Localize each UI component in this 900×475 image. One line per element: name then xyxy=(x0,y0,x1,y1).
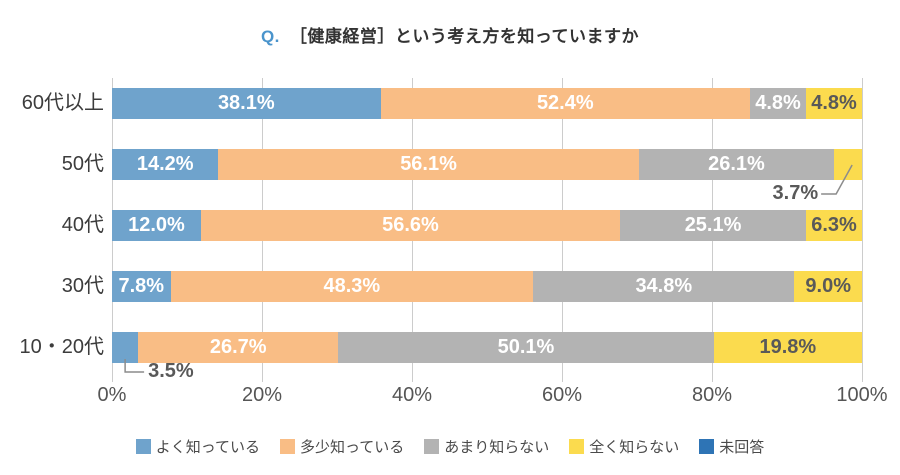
bar-segment: 14.2% xyxy=(112,149,219,180)
x-axis-tick-label: 0% xyxy=(97,384,127,406)
bar-segment: 19.8% xyxy=(713,332,862,363)
bar-segment: 50.1% xyxy=(338,332,714,363)
segment-value-label: 50.1% xyxy=(497,336,555,358)
category-label: 50代 xyxy=(61,153,104,175)
bar-segment: 12.0% xyxy=(112,210,201,241)
legend-item: よく知っている xyxy=(135,436,260,457)
legend-swatch xyxy=(424,439,440,454)
category-label: 10・20代 xyxy=(19,336,105,358)
bar-segment: 9.0% xyxy=(794,271,862,302)
segment-value-label: 26.1% xyxy=(708,153,765,175)
legend-item: 多少知っている xyxy=(279,436,405,457)
legend-swatch xyxy=(699,439,715,454)
segment-value-label: 38.1% xyxy=(217,92,275,114)
segment-value-label: 34.8% xyxy=(635,275,693,297)
bar-segment: 7.8% xyxy=(112,271,171,302)
category-label: 60代以上 xyxy=(21,92,104,114)
bar-segment: 56.6% xyxy=(200,210,621,241)
segment-value-label: 48.3% xyxy=(323,275,381,297)
bar-segment xyxy=(112,332,139,363)
segment-value-label: 4.8% xyxy=(755,92,801,114)
legend-label: 多少知っている xyxy=(299,439,405,456)
legend-item: あまり知らない xyxy=(424,436,549,457)
bar-segment: 26.7% xyxy=(138,332,339,363)
legend-swatch xyxy=(569,439,585,454)
legend-swatch xyxy=(135,439,151,454)
bar-row: 26.7% 50.1% 19.8% xyxy=(112,332,862,363)
x-axis-tick-label: 40% xyxy=(391,384,433,406)
question-prefix: Q. xyxy=(260,27,280,46)
bar-row: 7.8% 48.3% 34.8% 9.0% xyxy=(112,271,862,302)
x-axis-tick-label: 80% xyxy=(691,384,733,406)
legend-swatch xyxy=(279,439,295,454)
legend-label: 全く知らない xyxy=(589,439,680,456)
outside-value-label: 3.5% xyxy=(148,360,194,382)
segment-value-label: 19.8% xyxy=(759,336,817,358)
segment-value-label: 12.0% xyxy=(128,214,185,236)
legend-item: 未回答 xyxy=(699,436,764,457)
x-axis-tick-label: 20% xyxy=(241,384,283,406)
bar-segment: 6.3% xyxy=(806,210,862,241)
segment-value-label: 4.8% xyxy=(811,92,857,114)
segment-value-label: 25.1% xyxy=(684,214,742,236)
bar-segment: 52.4% xyxy=(380,88,750,119)
segment-value-label: 52.4% xyxy=(536,92,594,114)
bar-segment: 26.1% xyxy=(638,149,835,180)
bar-segment: 4.8% xyxy=(806,88,862,119)
bar-row: 12.0% 56.6% 25.1% 6.3% xyxy=(112,210,862,241)
outside-value-label: 3.7% xyxy=(772,182,819,204)
segment-value-label: 9.0% xyxy=(805,275,852,297)
bars-layer: 38.1% 52.4% 4.8% 4.8% 14.2% 56.1% 26.1% 12.0% 56… xyxy=(112,78,862,374)
legend-item: 全く知らない xyxy=(569,436,679,457)
category-label: 40代 xyxy=(61,214,104,236)
bar-row: 38.1% 52.4% 4.8% 4.8% xyxy=(112,88,862,119)
segment-value-label: 14.2% xyxy=(136,153,194,175)
segment-value-label: 7.8% xyxy=(118,275,165,297)
bar-segment: 4.8% xyxy=(750,88,806,119)
x-axis-tick-label: 60% xyxy=(541,384,583,406)
bar-segment: 25.1% xyxy=(620,210,806,241)
segment-value-label: 56.1% xyxy=(400,153,457,175)
bar-segment xyxy=(834,149,862,180)
bar-segment: 38.1% xyxy=(112,88,381,119)
legend-label: あまり知らない xyxy=(444,439,550,456)
bar-row: 14.2% 56.1% 26.1% xyxy=(112,149,862,180)
legend-label: よく知っている xyxy=(155,439,260,456)
legend: よく知っている 多少知っている あまり知らない 全く知らない 未回答 xyxy=(0,436,900,457)
bar-segment: 48.3% xyxy=(170,271,534,302)
category-label: 30代 xyxy=(61,275,104,297)
segment-value-label: 56.6% xyxy=(382,214,439,236)
legend-label: 未回答 xyxy=(719,439,765,456)
question-text: ［健康経営］という考え方を知っていますか xyxy=(289,27,640,46)
bar-segment: 56.1% xyxy=(218,149,639,180)
segment-value-label: 6.3% xyxy=(811,214,857,236)
bar-segment: 34.8% xyxy=(533,271,795,302)
x-axis-tick-label: 100% xyxy=(836,384,888,406)
chart-title: Q. ［健康経営］という考え方を知っていますか xyxy=(0,22,900,47)
segment-value-label: 26.7% xyxy=(209,336,267,358)
